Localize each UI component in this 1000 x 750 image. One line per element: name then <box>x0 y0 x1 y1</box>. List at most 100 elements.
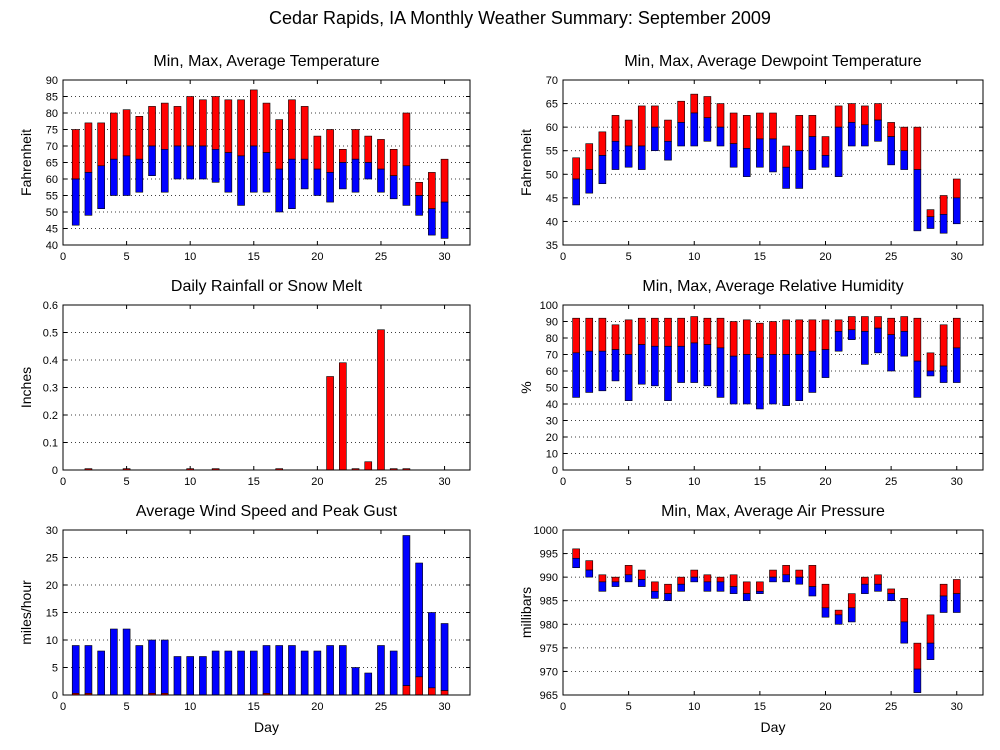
bar-min-segment <box>821 155 830 168</box>
x-tick-label: 30 <box>438 251 450 263</box>
y-axis-label: Inches <box>18 367 34 408</box>
bar-min-segment <box>769 138 777 173</box>
y-axis-label: miles/hour <box>18 580 34 645</box>
bar-avg-wind <box>440 690 449 696</box>
y-tick-label: 20 <box>546 432 558 444</box>
bar-min-segment <box>624 145 633 168</box>
bar-max-segment <box>415 182 423 196</box>
bar-max-segment <box>742 319 751 355</box>
y-tick-label: 80 <box>546 333 558 345</box>
bar-min-segment <box>428 208 436 236</box>
bar-max-segment <box>122 109 131 157</box>
bar-min-segment <box>756 138 764 168</box>
bar-min-segment <box>808 136 817 170</box>
bar-gust <box>84 645 93 694</box>
bar-gust <box>288 645 296 696</box>
bar-min-segment <box>186 145 194 180</box>
chart-dew: Min, Max, Average Dewpoint Temperature 35… <box>518 53 984 263</box>
bar-max-segment <box>611 115 620 142</box>
x-tick-label: 0 <box>60 701 66 713</box>
x-tick-label: 15 <box>248 251 260 263</box>
bar-min-segment <box>148 145 156 177</box>
bar-max-segment <box>664 119 672 142</box>
bar-max-segment <box>703 317 712 345</box>
bar-max-segment <box>651 581 659 592</box>
bar-max-segment <box>926 614 935 644</box>
y-tick-label: 975 <box>540 643 558 655</box>
y-tick-label: 90 <box>546 317 558 329</box>
bar-gust <box>377 645 385 696</box>
bar-min-segment <box>572 352 580 398</box>
y-tick-label: 30 <box>46 525 58 537</box>
bar-max-segment <box>926 352 935 372</box>
y-tick-label: 50 <box>546 169 558 181</box>
bar-max-segment <box>651 317 659 347</box>
x-tick-label: 5 <box>124 251 130 263</box>
bar-min-segment <box>677 122 685 147</box>
bar-min-segment <box>402 165 411 206</box>
x-tick-label: 25 <box>375 701 387 713</box>
bar-max-segment <box>900 598 909 623</box>
bar-min-segment <box>900 621 909 644</box>
y-tick-label: 20 <box>46 580 58 592</box>
bar-min-segment <box>288 158 296 209</box>
bar-min-segment <box>808 350 817 393</box>
bar-min-segment <box>598 350 607 392</box>
bar-gust <box>339 645 347 696</box>
bar-max-segment <box>402 112 411 167</box>
bar-max-segment <box>275 119 284 170</box>
x-tick-label: 15 <box>754 476 766 488</box>
x-tick-label: 5 <box>124 476 130 488</box>
bar-max-segment <box>756 581 764 592</box>
bar-max-segment <box>716 103 725 128</box>
bar-max-segment <box>300 106 309 160</box>
bar-max-segment <box>939 195 948 215</box>
bar-max-segment <box>769 112 777 140</box>
bar-min-segment <box>598 581 607 592</box>
y-tick-label: 65 <box>46 158 58 170</box>
bar-max-segment <box>847 103 856 123</box>
bar-max-segment <box>756 112 764 140</box>
bar-min-segment <box>611 349 620 382</box>
bar-gust <box>262 645 271 694</box>
bar-max-segment <box>173 106 182 147</box>
bar-min-segment <box>690 342 699 383</box>
x-tick-label: 5 <box>626 251 632 263</box>
bar-min-segment <box>847 329 856 340</box>
bar-min-segment <box>637 344 646 385</box>
y-tick-label: 5 <box>52 663 58 675</box>
y-tick-label: 55 <box>546 146 558 158</box>
bar-max-segment <box>821 319 830 350</box>
bar-max-segment <box>939 324 948 367</box>
y-tick-label: 25 <box>46 553 58 565</box>
bar-min-segment <box>913 169 922 232</box>
bar-max-segment <box>847 593 856 609</box>
bar-max-segment <box>637 317 646 345</box>
x-tick-label: 10 <box>688 701 700 713</box>
y-tick-label: 80 <box>46 108 58 120</box>
chart-title: Average Wind Speed and Peak Gust <box>136 503 398 520</box>
bar-min-segment <box>624 354 633 402</box>
bar-min-segment <box>742 148 751 177</box>
bar-min-segment <box>926 370 935 377</box>
bar-min-segment <box>716 581 725 592</box>
bar-min-segment <box>716 347 725 398</box>
bar-max-segment <box>611 576 620 583</box>
bar-gust <box>71 645 80 694</box>
bar-min-segment <box>742 593 751 602</box>
x-tick-label: 15 <box>754 701 766 713</box>
bar-min-segment <box>262 152 271 193</box>
bar-min-segment <box>742 354 751 405</box>
bar-max-segment <box>664 317 672 347</box>
x-axis-label: Day <box>761 719 786 735</box>
bar-min-segment <box>887 593 895 602</box>
bar-max-segment <box>585 317 594 352</box>
bar-min-segment <box>729 143 738 168</box>
y-tick-label: 40 <box>46 240 58 252</box>
bar-max-segment <box>288 99 296 160</box>
bar-min-segment <box>598 155 607 185</box>
bar-gust <box>300 650 309 696</box>
plot-frame <box>62 529 471 696</box>
bar-max-segment <box>926 209 935 218</box>
bar-gust <box>224 650 233 696</box>
